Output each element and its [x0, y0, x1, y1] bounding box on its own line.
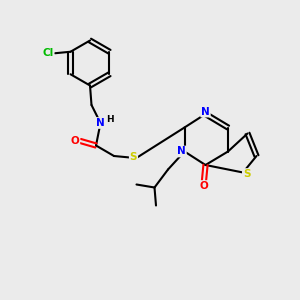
Text: O: O	[70, 136, 80, 146]
Text: N: N	[201, 106, 210, 117]
Text: N: N	[96, 118, 105, 128]
Text: N: N	[177, 146, 186, 157]
Text: S: S	[243, 169, 250, 179]
Text: Cl: Cl	[42, 48, 54, 58]
Text: O: O	[200, 181, 208, 191]
Text: S: S	[130, 152, 137, 163]
Text: H: H	[106, 115, 114, 124]
